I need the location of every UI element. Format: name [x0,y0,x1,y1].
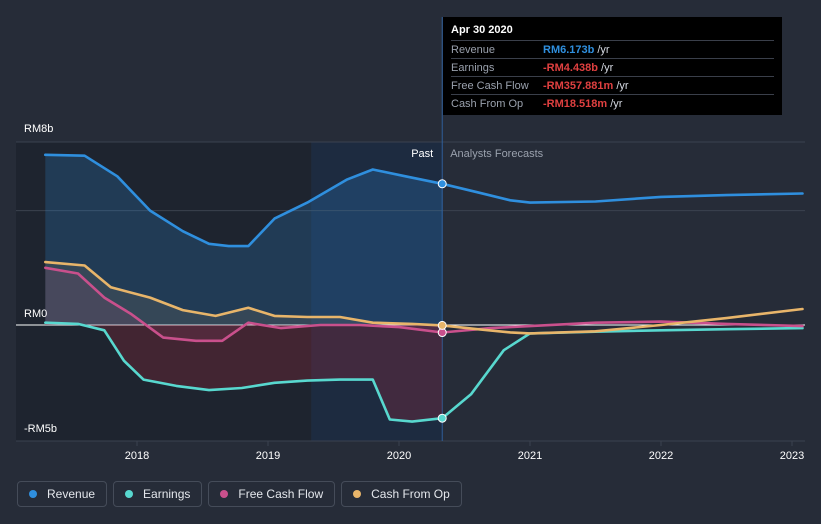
marker-revenue [437,179,447,189]
past-label: Past [411,148,433,160]
legend-label: Cash From Op [371,487,450,501]
area-cash-from-op [45,262,443,326]
tooltip-unit: /yr [597,43,610,56]
legend-dot-icon [220,490,229,498]
tooltip-label: Cash From Op [451,97,524,110]
legend-item-earnings[interactable]: Earnings [113,481,203,507]
tooltip-row-revenue: Revenue RM6.173b /yr [451,40,774,58]
legend-item-cash-from-op[interactable]: Cash From Op [341,481,462,507]
legend-dot-icon [29,490,37,498]
legend-item-free-cash-flow[interactable]: Free Cash Flow [208,481,336,507]
legend-label: Free Cash Flow [238,487,324,501]
tooltip-row-free-cash-flow: Free Cash Flow -RM357.881m /yr [451,76,774,94]
tooltip-value: RM6.173b [543,43,595,56]
area-revenue [45,154,443,325]
past-band-left [16,142,312,441]
tooltip-label: Earnings [451,61,495,74]
y-tick-label-zero: RM0 [24,308,48,320]
legend-label: Earnings [143,487,191,501]
y-tick-label-bottom: -RM5b [24,423,58,435]
legend-item-revenue[interactable]: Revenue [17,481,108,507]
tooltip-value: -RM4.438b [543,61,599,74]
forecast-label: Analysts Forecasts [450,148,543,160]
legend-dot-icon [353,490,362,498]
legend-label: Revenue [47,487,96,501]
x-tick-label: 2023 [780,450,804,462]
x-tick-label: 2022 [649,450,673,462]
x-tick-label: 2020 [387,450,411,462]
tooltip-row-earnings: Earnings -RM4.438b /yr [451,58,774,76]
tooltip-label: Free Cash Flow [451,79,529,92]
line-cash-from-op [44,260,804,335]
x-tick-label: 2018 [125,450,149,462]
tooltip-value: -RM357.881m [543,79,614,92]
x-tick-label: 2021 [518,450,542,462]
marker-cash-from-op [437,320,447,330]
tooltip-value: -RM18.518m [543,97,608,110]
tooltip-date: Apr 30 2020 [451,24,513,36]
legend: Revenue Earnings Free Cash Flow Cash Fro… [17,481,462,507]
line-revenue [44,153,804,248]
tooltip-unit: /yr [610,97,623,110]
line-free-cash-flow [44,266,804,343]
tooltip-unit: /yr [616,79,629,92]
x-tick-label: 2019 [256,450,280,462]
tooltip-row-cash-from-op: Cash From Op -RM18.518m /yr [451,94,774,112]
tooltip-label: Revenue [451,43,496,56]
hover-tooltip: Apr 30 2020 Revenue RM6.173b /yr Earning… [443,17,782,115]
marker-earnings [437,413,447,423]
y-tick-label-top: RM8b [24,123,54,135]
legend-dot-icon [125,490,134,498]
tooltip-unit: /yr [601,61,614,74]
area-earnings [45,322,443,422]
